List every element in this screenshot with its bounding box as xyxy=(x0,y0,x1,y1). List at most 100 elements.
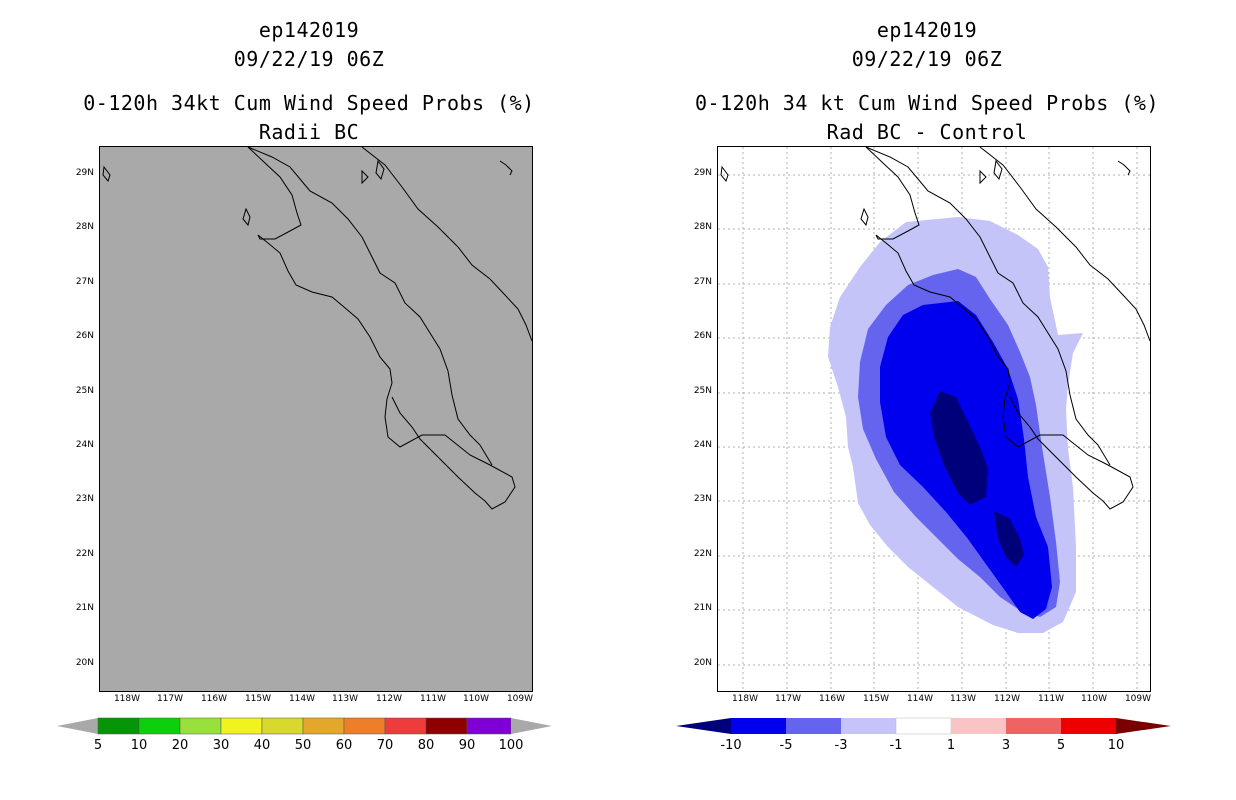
colorbar-left-box-5 xyxy=(261,717,304,735)
colorbar-left xyxy=(57,717,552,735)
x-tick-111w: 111W xyxy=(1037,694,1065,704)
y-tick-29n: 29N xyxy=(75,168,94,178)
colorbar-left-over xyxy=(511,718,552,734)
y-tick-29n: 29N xyxy=(693,168,712,178)
storm-id-title: ep142019 xyxy=(258,18,360,42)
x-tick-109w: 109W xyxy=(506,694,534,704)
colorbar-right-box-3 xyxy=(841,718,896,734)
y-tick-25n: 25N xyxy=(693,386,712,396)
colorbar-right-box-5 xyxy=(951,718,1006,734)
colorbar-left-label-80: 80 xyxy=(417,738,435,753)
x-tick-112w: 112W xyxy=(375,694,403,704)
x-tick-114w: 114W xyxy=(288,694,316,704)
y-tick-23n: 23N xyxy=(693,494,712,504)
colorbar-left-label-30: 30 xyxy=(212,738,230,753)
island-tiburon xyxy=(375,159,385,181)
island-mainland-bay xyxy=(1117,160,1131,176)
colorbar-left-label-40: 40 xyxy=(253,738,271,753)
x-tick-109w: 109W xyxy=(1124,694,1152,704)
colorbar-left-label-100: 100 xyxy=(498,738,524,753)
x-tick-115w: 115W xyxy=(862,694,890,704)
coastline-map xyxy=(102,147,532,510)
island-guadalupe xyxy=(720,165,729,183)
right-panel: ep142019 09/22/19 06Z 0-120h 34 kt Cum W… xyxy=(618,0,1236,800)
colorbar-right-label-neg5: -5 xyxy=(779,738,793,753)
y-tick-26n: 26N xyxy=(693,331,712,341)
x-tick-113w: 113W xyxy=(949,694,977,704)
colorbar-right-label-5: 5 xyxy=(1056,738,1066,753)
island-angel xyxy=(979,169,987,185)
mainland-coast xyxy=(361,147,532,342)
colorbar-right-box-2 xyxy=(786,718,841,734)
island-tiburon xyxy=(993,159,1003,181)
colorbar-left-label-90: 90 xyxy=(458,738,476,753)
colorbar-left-label-50: 50 xyxy=(294,738,312,753)
x-tick-115w: 115W xyxy=(244,694,272,704)
baja-gulf-coast xyxy=(865,147,1111,466)
storm-id-title: ep142019 xyxy=(876,18,978,42)
mainland-coast xyxy=(979,147,1150,342)
island-cedros xyxy=(860,207,869,227)
colorbar-left-box-4 xyxy=(220,717,263,735)
y-tick-25n: 25N xyxy=(75,386,94,396)
y-tick-20n: 20N xyxy=(75,658,94,668)
colorbar-right-label-1: 1 xyxy=(946,738,956,753)
subtitle: Rad BC - Control xyxy=(826,120,1028,144)
colorbar-left-under xyxy=(57,718,98,734)
colorbar-left-label-10: 10 xyxy=(130,738,148,753)
y-tick-28n: 28N xyxy=(75,222,94,232)
colorbar-left-label-60: 60 xyxy=(335,738,353,753)
left-panel: ep142019 09/22/19 06Z 0-120h 34kt Cum Wi… xyxy=(57,18,552,753)
colorbar-left-label-5: 5 xyxy=(93,738,103,753)
island-mainland-bay xyxy=(499,160,513,176)
y-tick-21n: 21N xyxy=(693,603,712,613)
colorbar-right-label-neg3: -3 xyxy=(834,738,848,753)
colorbar-right-label-neg10: -10 xyxy=(720,738,742,753)
colorbar-right-label-10: 10 xyxy=(1107,738,1125,753)
y-tick-24n: 24N xyxy=(75,440,94,450)
island-guadalupe xyxy=(102,165,111,183)
baja-west-coast xyxy=(247,147,516,510)
map-area xyxy=(717,146,1151,692)
island-angel xyxy=(361,169,369,185)
y-tick-27n: 27N xyxy=(75,277,94,287)
y-tick-26n: 26N xyxy=(75,331,94,341)
colorbar-right-label-neg1: -1 xyxy=(889,738,903,753)
subtitle: Radii BC xyxy=(258,120,360,144)
y-tick-20n: 20N xyxy=(693,658,712,668)
colorbar-right-box-7 xyxy=(1061,718,1116,734)
difference-contour-map xyxy=(718,147,1150,691)
colorbar-right-label-3: 3 xyxy=(1001,738,1011,753)
x-tick-110w: 110W xyxy=(462,694,490,704)
island-cedros xyxy=(242,207,251,227)
colorbar-right-box-4 xyxy=(895,717,952,735)
baja-west-coast xyxy=(865,147,1134,510)
colorbar-left-box-6 xyxy=(302,717,345,735)
x-tick-117w: 117W xyxy=(774,694,802,704)
x-tick-118w: 118W xyxy=(113,694,141,704)
x-tick-116w: 116W xyxy=(818,694,846,704)
colorbar-right-under xyxy=(676,718,731,734)
map-area xyxy=(99,146,533,692)
x-tick-118w: 118W xyxy=(731,694,759,704)
colorbar-left-box-10 xyxy=(466,717,512,735)
colorbar-left-box-2 xyxy=(138,717,181,735)
x-tick-110w: 110W xyxy=(1080,694,1108,704)
colorbar-left-box-8 xyxy=(384,717,427,735)
x-tick-116w: 116W xyxy=(200,694,228,704)
y-tick-22n: 22N xyxy=(693,549,712,559)
colorbar-left-label-20: 20 xyxy=(171,738,189,753)
colorbar-right-box-6 xyxy=(1006,718,1061,734)
colorbar-right-over xyxy=(1116,718,1171,734)
colorbar-left-label-70: 70 xyxy=(376,738,394,753)
y-tick-22n: 22N xyxy=(75,549,94,559)
datetime-title: 09/22/19 06Z xyxy=(233,47,385,71)
x-tick-111w: 111W xyxy=(419,694,447,704)
contour-minus-10-north xyxy=(930,391,988,505)
x-tick-114w: 114W xyxy=(906,694,934,704)
colorbar-left-box-7 xyxy=(343,717,386,735)
y-tick-28n: 28N xyxy=(693,222,712,232)
x-tick-117w: 117W xyxy=(156,694,184,704)
colorbar-right-box-1 xyxy=(731,718,786,734)
colorbar-left-box-9 xyxy=(425,717,468,735)
